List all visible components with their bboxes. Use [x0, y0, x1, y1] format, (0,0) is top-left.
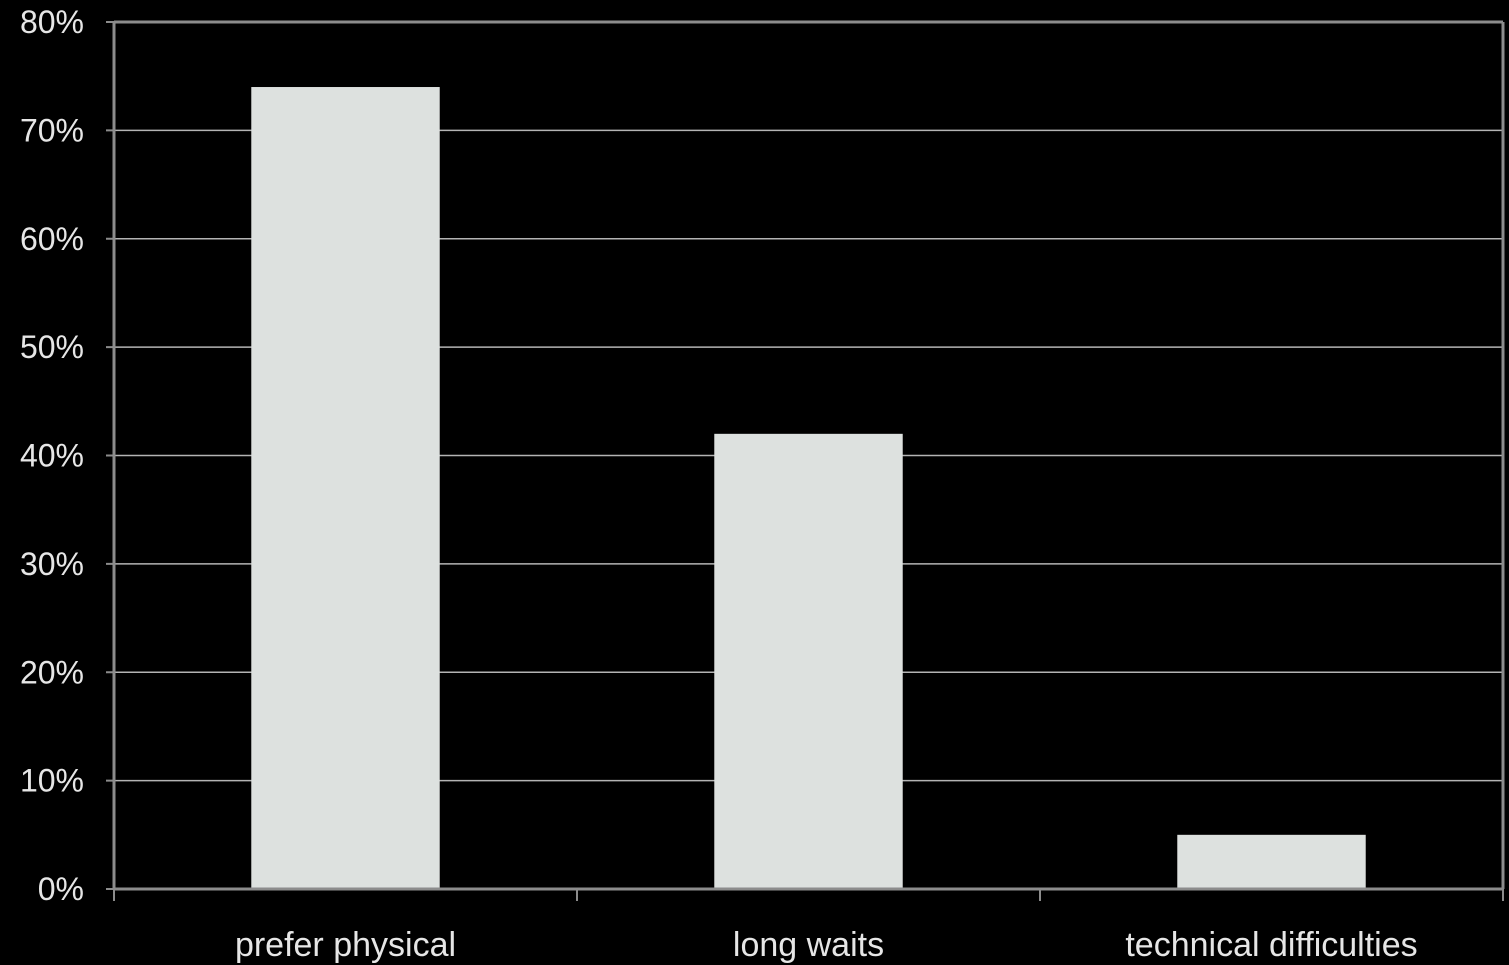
bar-0	[251, 87, 440, 889]
y-tick-label: 20%	[20, 654, 84, 690]
bar-2	[1177, 834, 1366, 889]
bar-1	[714, 433, 903, 889]
bars	[251, 87, 1366, 889]
x-tick-label: long waits	[733, 926, 884, 964]
y-tick-labels: 0% 10% 20% 30% 40% 50% 60% 70% 80%	[20, 4, 84, 907]
x-tick-label: prefer physical	[235, 926, 456, 964]
y-tick-label: 30%	[20, 546, 84, 582]
y-tick-label: 40%	[20, 438, 84, 474]
y-tick-label: 50%	[20, 329, 84, 365]
y-tick-label: 0%	[38, 871, 84, 907]
y-tick-label: 60%	[20, 221, 84, 257]
y-tick-label: 10%	[20, 763, 84, 799]
x-tick-labels: prefer physical long waits technical diffi…	[235, 926, 1418, 964]
axes	[106, 20, 1505, 901]
x-tick-label: technical difficulties	[1125, 926, 1417, 964]
y-tick-label: 80%	[20, 4, 84, 40]
y-tick-label: 70%	[20, 112, 84, 148]
